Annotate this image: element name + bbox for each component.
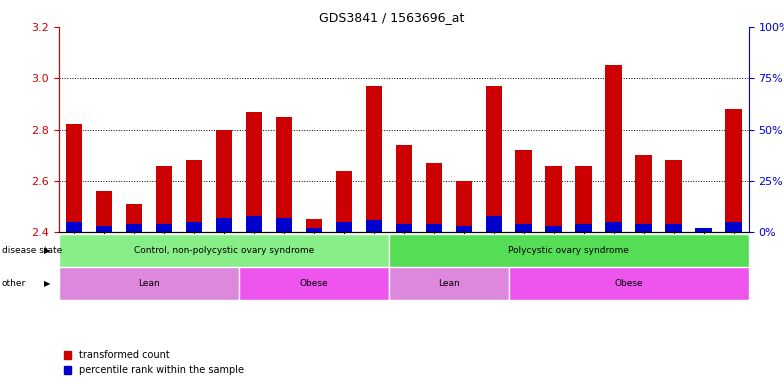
Text: ▶: ▶ (44, 279, 50, 288)
Bar (336, 222, 352, 232)
Bar (516, 224, 532, 232)
Bar (186, 222, 202, 232)
Bar (395, 224, 412, 232)
Bar (725, 109, 742, 232)
Bar (66, 124, 82, 232)
Bar (426, 224, 442, 232)
Bar (456, 181, 472, 232)
Bar (155, 224, 172, 232)
Bar (245, 112, 262, 232)
Bar (239, 267, 389, 300)
Bar (59, 267, 239, 300)
Bar (509, 267, 749, 300)
Bar (96, 226, 112, 232)
Text: Obese: Obese (615, 279, 643, 288)
Bar (546, 226, 562, 232)
Bar (605, 65, 622, 232)
Bar (485, 216, 502, 232)
Bar (186, 161, 202, 232)
Bar (245, 216, 262, 232)
Bar (516, 150, 532, 232)
Bar (546, 166, 562, 232)
Bar (365, 220, 382, 232)
Bar (395, 145, 412, 232)
Bar (695, 228, 712, 232)
Bar (725, 222, 742, 232)
Bar (636, 155, 652, 232)
Text: disease state: disease state (2, 246, 62, 255)
Bar (666, 224, 682, 232)
Bar (216, 130, 232, 232)
Text: Polycystic ovary syndrome: Polycystic ovary syndrome (508, 246, 630, 255)
Bar (695, 230, 712, 232)
Bar (666, 161, 682, 232)
Text: Lean: Lean (438, 279, 459, 288)
Bar (306, 220, 322, 232)
Legend: transformed count, percentile rank within the sample: transformed count, percentile rank withi… (64, 351, 245, 375)
Bar (426, 163, 442, 232)
Text: ▶: ▶ (44, 246, 50, 255)
Text: GDS3841 / 1563696_at: GDS3841 / 1563696_at (319, 12, 465, 25)
Bar (96, 191, 112, 232)
Bar (389, 267, 509, 300)
Text: Control, non-polycystic ovary syndrome: Control, non-polycystic ovary syndrome (133, 246, 314, 255)
Bar (485, 86, 502, 232)
Bar (365, 86, 382, 232)
Bar (575, 166, 592, 232)
Bar (125, 204, 142, 232)
Text: Lean: Lean (138, 279, 160, 288)
Text: other: other (2, 279, 26, 288)
Bar (389, 234, 749, 267)
Bar (306, 228, 322, 232)
Bar (275, 117, 292, 232)
Bar (575, 224, 592, 232)
Bar (336, 170, 352, 232)
Bar (59, 234, 389, 267)
Bar (66, 222, 82, 232)
Bar (155, 166, 172, 232)
Bar (636, 224, 652, 232)
Bar (275, 218, 292, 232)
Bar (456, 226, 472, 232)
Bar (605, 222, 622, 232)
Bar (216, 218, 232, 232)
Text: Obese: Obese (299, 279, 328, 288)
Bar (125, 224, 142, 232)
